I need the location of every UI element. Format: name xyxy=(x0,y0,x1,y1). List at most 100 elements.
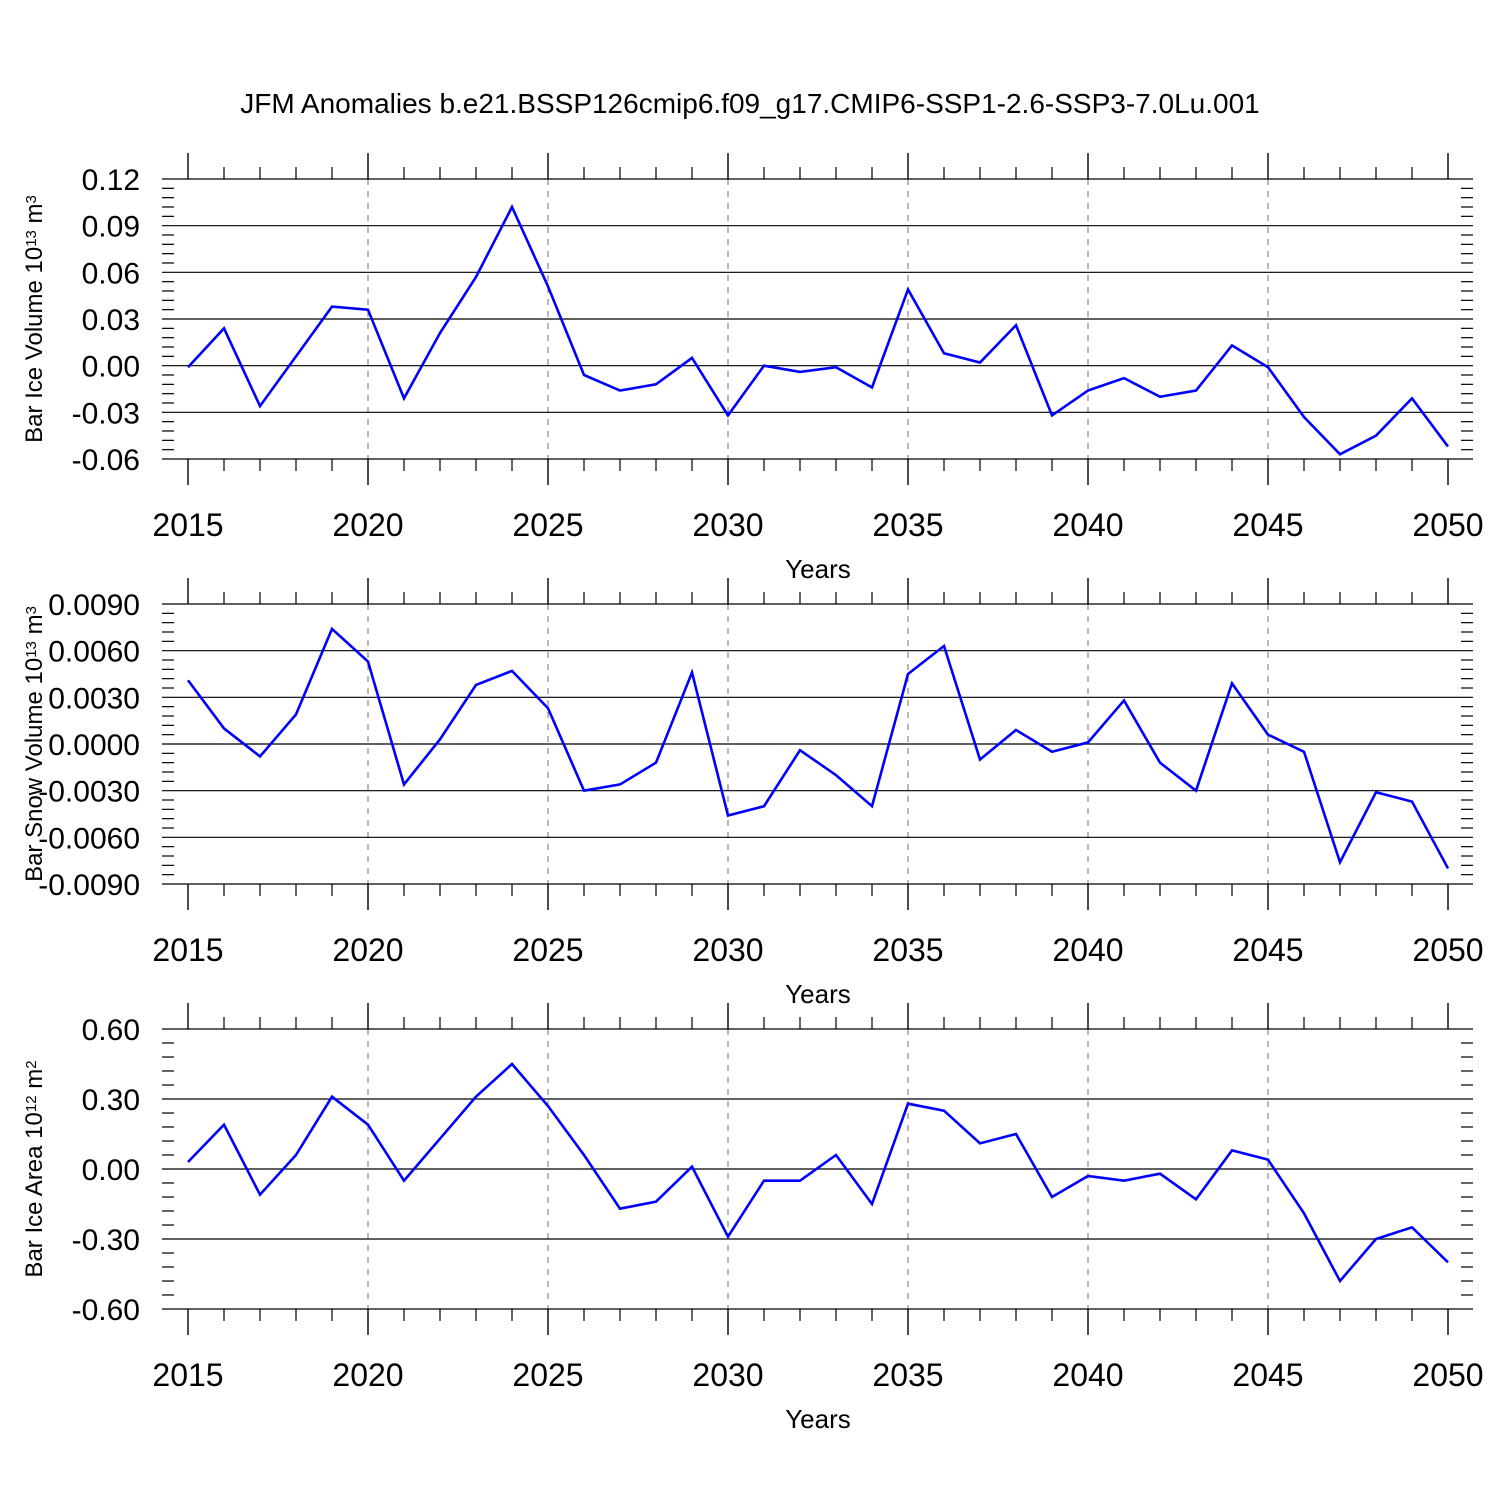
data-point xyxy=(295,713,298,716)
data-point xyxy=(835,366,838,369)
data-point xyxy=(907,1102,910,1105)
data-point xyxy=(547,1105,550,1108)
data-point xyxy=(1051,414,1054,417)
data-point xyxy=(403,1179,406,1182)
data-point xyxy=(1123,699,1126,702)
y-axis-label-superscript: 13 xyxy=(23,230,40,247)
data-point xyxy=(1375,434,1378,437)
data-point xyxy=(295,355,298,358)
data-point xyxy=(1375,1238,1378,1241)
data-point xyxy=(979,758,982,761)
series-line xyxy=(187,1062,1449,1284)
data-point xyxy=(1231,1149,1234,1152)
x-tick-label: 2020 xyxy=(332,932,403,968)
data-point xyxy=(763,364,766,367)
y-tick-label: -0.03 xyxy=(72,397,140,430)
data-point xyxy=(727,814,730,817)
data-point xyxy=(871,1203,874,1206)
y-tick-label: -0.0030 xyxy=(38,776,140,809)
data-point xyxy=(1339,453,1342,456)
x-tick-label: 2030 xyxy=(692,1357,763,1393)
y-tick-label: 0.03 xyxy=(82,304,140,337)
data-point xyxy=(223,327,226,330)
data-point xyxy=(1159,395,1162,398)
data-point xyxy=(871,386,874,389)
data-point xyxy=(187,679,190,682)
y-tick-label: 0.09 xyxy=(82,211,140,244)
chart-panel-1: -0.06 -0.03 0.00 0.03 0.06 0.09 0.12 2015 2020 20… xyxy=(21,153,1484,584)
y-axis-label-superscript: 12 xyxy=(23,1095,40,1112)
y-tick-label: 0.0030 xyxy=(48,682,140,715)
data-point xyxy=(1447,1261,1450,1264)
data-point xyxy=(331,1095,334,1098)
data-point xyxy=(331,305,334,308)
series-line xyxy=(187,204,1450,456)
y-axis-label-text: m xyxy=(21,1069,48,1096)
data-point xyxy=(871,805,874,808)
data-point xyxy=(1411,397,1414,400)
y-tick-label: -0.0090 xyxy=(38,869,140,902)
data-point xyxy=(475,276,478,279)
data-point xyxy=(295,1154,298,1157)
data-point xyxy=(403,397,406,400)
data-point xyxy=(1447,867,1450,870)
data-point xyxy=(223,1123,226,1126)
x-tick-label: 2030 xyxy=(692,507,763,543)
data-point xyxy=(907,673,910,676)
data-point xyxy=(799,749,802,752)
data-point xyxy=(1339,1280,1342,1283)
data-point xyxy=(727,1235,730,1238)
data-point xyxy=(1267,366,1270,369)
y-tick-label: 0.0000 xyxy=(48,729,140,762)
data-point xyxy=(1267,733,1270,736)
data-point xyxy=(1375,791,1378,794)
data-point xyxy=(1231,344,1234,347)
data-point xyxy=(439,738,442,741)
data-point xyxy=(907,288,910,291)
data-point xyxy=(439,332,442,335)
y-axis-label-text: Bar Ice Area 10 xyxy=(21,1112,48,1277)
data-point xyxy=(763,1179,766,1182)
x-axis-label: Years xyxy=(785,1404,851,1434)
data-point xyxy=(1015,1133,1018,1136)
data-point xyxy=(1195,789,1198,792)
data-point xyxy=(1411,800,1414,803)
data-point xyxy=(835,774,838,777)
data-point xyxy=(583,1154,586,1157)
data-point xyxy=(583,374,586,377)
data-point xyxy=(691,1165,694,1168)
data-point xyxy=(403,783,406,786)
x-tick-label: 2045 xyxy=(1232,1357,1303,1393)
data-point xyxy=(799,1179,802,1182)
y-tick-label: 0.06 xyxy=(82,257,140,290)
data-point xyxy=(1303,416,1306,419)
y-axis-label-text: m xyxy=(21,203,48,230)
data-point xyxy=(1339,861,1342,864)
data-point xyxy=(655,1200,658,1203)
data-point xyxy=(1195,1198,1198,1201)
x-tick-label: 2020 xyxy=(332,507,403,543)
data-point xyxy=(691,671,694,674)
y-axis-label: Bar Ice Area 1012 m2 xyxy=(21,1060,48,1277)
data-point xyxy=(1303,750,1306,753)
x-tick-label: 2015 xyxy=(152,1357,223,1393)
series-line xyxy=(186,626,1450,870)
x-tick-label: 2020 xyxy=(332,1357,403,1393)
data-point xyxy=(943,1109,946,1112)
data-point xyxy=(259,405,262,408)
data-point xyxy=(1195,389,1198,392)
x-tick-label: 2045 xyxy=(1232,507,1303,543)
y-tick-label: -0.30 xyxy=(72,1224,140,1257)
y-axis-label: Bar Ice Volume 1013 m3 xyxy=(21,195,48,443)
data-point xyxy=(835,1154,838,1157)
x-tick-label: 2015 xyxy=(152,507,223,543)
data-point xyxy=(367,1123,370,1126)
data-point xyxy=(1087,1175,1090,1178)
x-tick-label: 2045 xyxy=(1232,932,1303,968)
figure-title: JFM Anomalies b.e21.BSSP126cmip6.f09_g17… xyxy=(240,88,1260,119)
y-axis-label-text: Bar Ice Volume 10 xyxy=(21,247,48,443)
data-point xyxy=(1267,1158,1270,1161)
data-point xyxy=(763,805,766,808)
data-point xyxy=(367,308,370,311)
